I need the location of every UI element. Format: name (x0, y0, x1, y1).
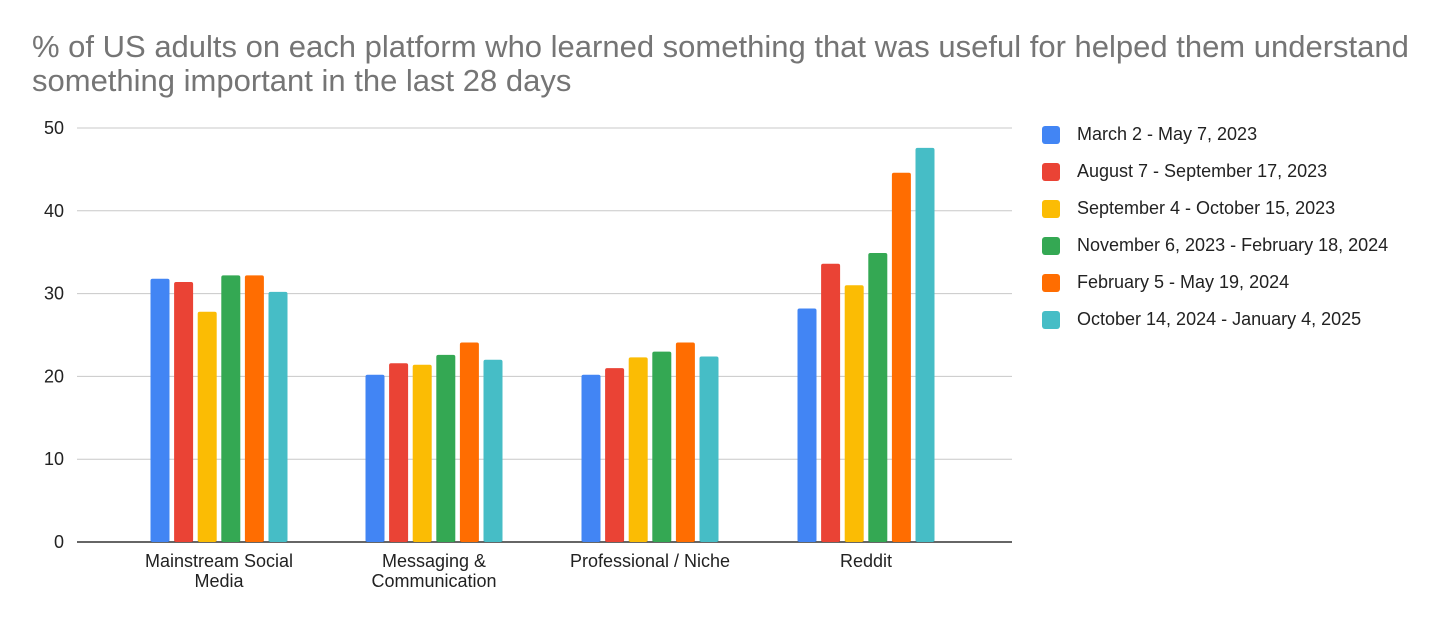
legend-swatch (1042, 273, 1060, 292)
legend-swatch (1042, 199, 1060, 218)
y-tick-label: 50 (44, 118, 64, 138)
legend-item: August 7 - September 17, 2023 (1042, 153, 1388, 190)
x-category-label: Professional / Niche (570, 551, 730, 571)
legend-label: November 6, 2023 - February 18, 2024 (1077, 235, 1389, 255)
chart-legend: March 2 - May 7, 2023 August 7 - Septembe… (1042, 116, 1388, 338)
bar (436, 354, 456, 542)
legend-label: October 14, 2024 - January 4, 2025 (1077, 309, 1362, 329)
bar (605, 368, 625, 542)
legend-item: February 5 - May 19, 2024 (1042, 264, 1388, 301)
y-tick-label: 20 (44, 366, 64, 386)
y-tick-label: 10 (44, 449, 64, 469)
bar (483, 359, 503, 542)
y-tick-label: 40 (44, 201, 64, 221)
bar-chart: 0 10 20 30 40 50 Mainstream Social Media Messag… (44, 118, 1012, 591)
bar (174, 282, 194, 542)
bar (459, 342, 479, 542)
bar (699, 356, 719, 542)
bar (150, 278, 170, 542)
legend-label: August 7 - September 17, 2023 (1077, 161, 1328, 181)
legend-item: March 2 - May 7, 2023 (1042, 116, 1388, 153)
bar (197, 311, 217, 542)
bar (675, 342, 695, 542)
bar (652, 351, 672, 542)
legend-label: February 5 - May 19, 2024 (1077, 272, 1290, 292)
bar (891, 172, 911, 542)
x-category-label: Reddit (840, 551, 892, 571)
legend-label: March 2 - May 7, 2023 (1077, 124, 1258, 144)
bar (221, 275, 241, 542)
bar (365, 374, 385, 542)
legend-swatch (1042, 162, 1060, 181)
legend-swatch (1042, 125, 1060, 144)
bar (268, 291, 288, 542)
legend-label: September 4 - October 15, 2023 (1077, 198, 1336, 218)
bar (244, 275, 264, 542)
y-tick-label: 0 (54, 532, 64, 552)
legend-item: September 4 - October 15, 2023 (1042, 190, 1388, 227)
bar (389, 363, 409, 542)
bar (797, 308, 817, 542)
legend-item: November 6, 2023 - February 18, 2024 (1042, 227, 1388, 264)
legend-swatch (1042, 310, 1060, 329)
legend-item: October 14, 2024 - January 4, 2025 (1042, 301, 1388, 338)
x-category-label: Messaging & Communication (371, 551, 496, 591)
bar (412, 364, 432, 542)
bar (868, 253, 888, 542)
legend-swatch (1042, 236, 1060, 255)
bar (844, 285, 864, 542)
bar (628, 357, 648, 542)
x-category-label: Mainstream Social Media (145, 551, 293, 591)
bar (821, 263, 841, 542)
bar (915, 147, 935, 542)
bar (581, 374, 601, 542)
y-tick-label: 30 (44, 284, 64, 304)
chart-title: % of US adults on each platform who lear… (32, 29, 1409, 98)
